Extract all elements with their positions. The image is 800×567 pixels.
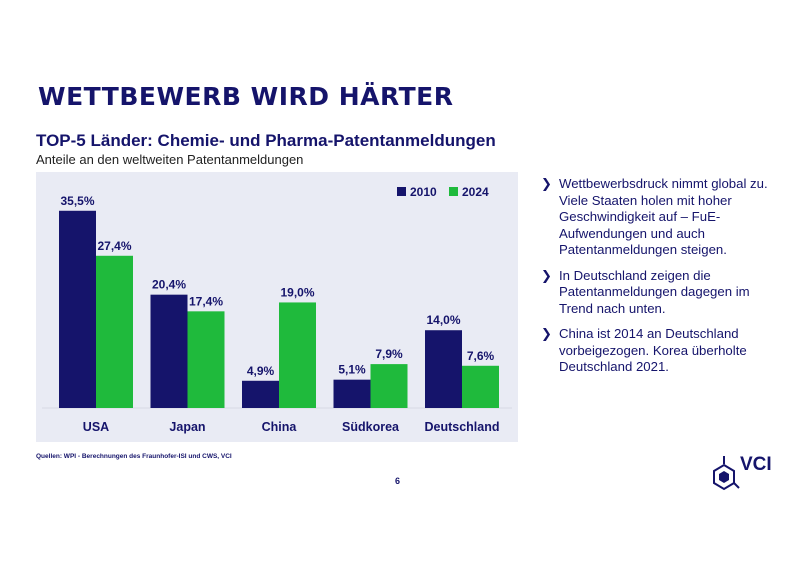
bullet-item: ❯ China ist 2014 an Deutschland vorbeige… (540, 326, 780, 376)
bar-2024-südkorea (370, 364, 408, 408)
data-label: 7,6% (467, 349, 495, 363)
data-label: 5,1% (338, 363, 366, 377)
data-label: 35,5% (60, 194, 94, 208)
bar-2010-china (242, 380, 279, 408)
bar-2024-china (279, 302, 316, 408)
bar-2010-südkorea (333, 379, 371, 408)
source-note: Quellen: WPI - Berechnungen des Fraunhof… (36, 453, 232, 460)
chevron-right-icon: ❯ (541, 176, 552, 191)
bullet-text: Wettbewerbsdruck nimmt global zu. Viele … (559, 176, 768, 257)
legend-swatch-2010 (397, 187, 406, 196)
data-label: 20,4% (152, 278, 186, 292)
data-label: 14,0% (426, 313, 460, 327)
x-tick-label: Südkorea (342, 420, 400, 434)
x-tick-label: Japan (169, 420, 205, 434)
legend-label: 2024 (462, 185, 489, 199)
data-label: 4,9% (247, 364, 275, 378)
bar-2024-deutschland (462, 365, 499, 408)
chevron-right-icon: ❯ (541, 267, 552, 283)
legend-swatch-2024 (449, 187, 458, 196)
bullet-item: ❯ In Deutschland zeigen die Patentanmeld… (540, 268, 780, 318)
page-number: 6 (395, 476, 401, 486)
data-label: 19,0% (280, 285, 314, 299)
chevron-right-icon: ❯ (541, 326, 552, 341)
bar-2010-japan (150, 294, 188, 408)
x-tick-label: Deutschland (424, 420, 499, 434)
bar-2010-usa (59, 210, 96, 408)
chart-panel: 35,5% 27,4% USA 20,4% 17,4% Japan 4,9% 19,0% Chi… (36, 172, 518, 442)
legend-label: 2010 (410, 185, 437, 199)
chart-subtitle: Anteile an den weltweiten Patentanmeldun… (36, 152, 304, 167)
bullet-text: China ist 2014 an Deutschland vorbeigezo… (559, 326, 747, 374)
data-label: 17,4% (189, 294, 223, 308)
data-label: 7,9% (375, 347, 403, 361)
bar-2024-japan (187, 311, 225, 408)
logo-text: VCI (740, 454, 772, 475)
data-label: 27,4% (97, 239, 131, 253)
x-tick-label: China (262, 420, 298, 434)
bar-chart: 35,5% 27,4% USA 20,4%17,4% Japan 4,9% 19,0% Chi… (42, 185, 512, 434)
hexagon-molecule-icon (713, 456, 740, 491)
page-title: WETTBEWERB WIRD HÄRTER (38, 82, 454, 111)
bullet-text: In Deutschland zeigen die Patentanmeldun… (559, 267, 750, 316)
chart-title: TOP-5 Länder: Chemie- und Pharma-Patenta… (36, 131, 496, 150)
bar-2024-usa (96, 255, 133, 408)
bullet-list: ❯ Wettbewerbsdruck nimmt global zu. Viel… (540, 176, 780, 385)
bar-2010-deutschland (425, 330, 462, 408)
bullet-item: ❯ Wettbewerbsdruck nimmt global zu. Viel… (540, 176, 780, 259)
vci-logo: VCI (708, 452, 778, 496)
x-tick-label: USA (83, 420, 109, 434)
